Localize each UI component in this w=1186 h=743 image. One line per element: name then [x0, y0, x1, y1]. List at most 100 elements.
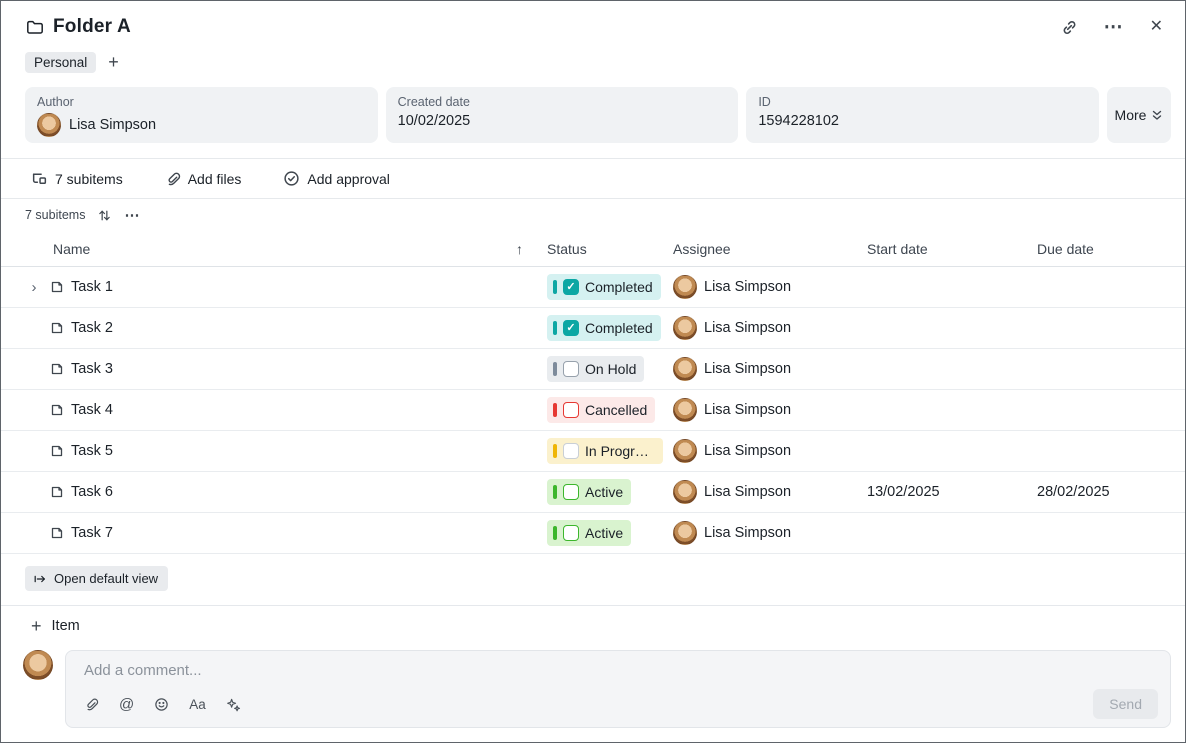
- attach-file-icon[interactable]: [82, 695, 101, 714]
- status-color-bar: [553, 485, 557, 499]
- column-name[interactable]: Name: [53, 240, 91, 257]
- table-row[interactable]: › Task 4 Cancelled Lisa Simpson: [1, 390, 1185, 431]
- status-checkbox[interactable]: [563, 443, 579, 459]
- status-color-bar: [553, 280, 557, 294]
- status-chip[interactable]: In Progre…: [547, 438, 663, 464]
- open-default-view-button[interactable]: Open default view: [25, 566, 169, 591]
- comment-input[interactable]: [82, 661, 1158, 680]
- subitems-button[interactable]: 7 subitems: [25, 169, 129, 188]
- status-color-bar: [553, 403, 557, 417]
- expand-chevron-icon[interactable]: ›: [31, 278, 37, 296]
- status-checkbox[interactable]: [563, 484, 579, 500]
- table-row[interactable]: › Task 5 In Progre… Lisa Simpson: [1, 431, 1185, 472]
- tag-personal[interactable]: Personal: [25, 51, 97, 73]
- add-approval-button[interactable]: Add approval: [277, 169, 396, 188]
- created-date-label: Created date: [397, 95, 470, 109]
- subitems-mini-count: 7 subitems: [25, 208, 86, 222]
- status-checkbox[interactable]: [563, 361, 579, 377]
- subitems-icon: [32, 173, 47, 185]
- more-fields-label: More: [1114, 107, 1147, 123]
- status-color-bar: [553, 444, 557, 458]
- approval-check-icon: [284, 171, 300, 186]
- add-item-plus-icon: +: [31, 616, 42, 636]
- id-field[interactable]: ID 1594228102: [746, 87, 1099, 143]
- comment-section: @ Aa Send: [1, 646, 1185, 728]
- add-files-label: Add files: [187, 170, 242, 187]
- emoji-icon[interactable]: [152, 695, 171, 714]
- column-due-date[interactable]: Due date: [1037, 240, 1094, 257]
- start-date-cell[interactable]: 13/02/2025: [867, 484, 940, 500]
- table-row[interactable]: › Task 2 Completed Lisa Simpson: [1, 308, 1185, 349]
- author-value: Lisa Simpson: [69, 117, 157, 133]
- mention-icon[interactable]: @: [119, 695, 135, 713]
- assignee-name[interactable]: Lisa Simpson: [704, 361, 792, 377]
- task-icon: [49, 279, 65, 295]
- status-checkbox[interactable]: [563, 525, 579, 541]
- status-chip[interactable]: Cancelled: [547, 397, 656, 423]
- ai-sparkle-icon[interactable]: [224, 695, 243, 714]
- close-icon[interactable]: ✕: [1149, 18, 1163, 35]
- more-fields-button[interactable]: More: [1106, 87, 1171, 143]
- task-name[interactable]: Task 4: [71, 402, 113, 418]
- assignee-name[interactable]: Lisa Simpson: [704, 443, 792, 459]
- due-date-cell[interactable]: 28/02/2025: [1037, 484, 1110, 500]
- add-approval-label: Add approval: [307, 170, 390, 187]
- table-row[interactable]: › Task 3 On Hold Lisa Simpson: [1, 349, 1185, 390]
- task-name[interactable]: Task 6: [71, 484, 113, 500]
- assignee-name[interactable]: Lisa Simpson: [704, 402, 792, 418]
- task-name[interactable]: Task 5: [71, 443, 113, 459]
- task-name[interactable]: Task 3: [71, 361, 113, 377]
- column-start-date[interactable]: Start date: [867, 240, 928, 257]
- table-row[interactable]: › Task 6 Active Lisa Simpson 13: [1, 472, 1185, 513]
- task-name[interactable]: Task 1: [71, 279, 113, 295]
- column-assignee[interactable]: Assignee: [673, 240, 731, 257]
- status-chip[interactable]: Active: [547, 479, 632, 505]
- current-user-avatar: [23, 650, 53, 680]
- more-menu-icon[interactable]: ⋯: [1103, 16, 1124, 38]
- assignee-avatar: [673, 398, 697, 422]
- assignee-name[interactable]: Lisa Simpson: [704, 320, 792, 336]
- column-status[interactable]: Status: [547, 240, 587, 257]
- sort-asc-icon[interactable]: ↑: [516, 240, 523, 257]
- subitems-toolbar: 7 subitems Add files Add approval: [1, 158, 1185, 199]
- add-item-row[interactable]: + Item: [1, 606, 1185, 646]
- text-format-icon[interactable]: Aa: [189, 696, 206, 712]
- status-chip[interactable]: On Hold: [547, 356, 645, 382]
- subitems-options-icon[interactable]: ⋯: [124, 206, 141, 224]
- subitems-count-label: 7 subitems: [55, 170, 123, 187]
- assignee-name[interactable]: Lisa Simpson: [704, 525, 792, 541]
- status-checkbox[interactable]: [563, 320, 579, 336]
- table-row[interactable]: › Task 1 Completed Lisa Simpson: [1, 267, 1185, 308]
- status-chip[interactable]: Completed: [547, 274, 661, 300]
- sort-icon[interactable]: [97, 208, 112, 223]
- add-files-button[interactable]: Add files: [159, 170, 248, 188]
- add-tag-icon[interactable]: +: [108, 52, 119, 72]
- table-row[interactable]: › Task 7 Active Lisa Simpson: [1, 513, 1185, 554]
- comment-toolbar: @ Aa Send: [82, 689, 1158, 719]
- tag-row: Personal +: [1, 41, 1185, 73]
- status-label: Cancelled: [585, 402, 648, 418]
- double-chevron-down-icon: [1151, 109, 1163, 122]
- assignee-avatar: [673, 316, 697, 340]
- status-color-bar: [553, 526, 557, 540]
- task-name[interactable]: Task 7: [71, 525, 113, 541]
- page-title: Folder A: [53, 16, 131, 37]
- author-field[interactable]: Author Lisa Simpson: [25, 87, 378, 143]
- task-name[interactable]: Task 2: [71, 320, 113, 336]
- send-button[interactable]: Send: [1093, 689, 1158, 719]
- assignee-name[interactable]: Lisa Simpson: [704, 279, 792, 295]
- assignee-name[interactable]: Lisa Simpson: [704, 484, 792, 500]
- created-date-value: 10/02/2025: [397, 113, 471, 129]
- status-checkbox[interactable]: [563, 402, 579, 418]
- task-icon: [49, 320, 65, 336]
- author-label: Author: [37, 95, 74, 109]
- comment-box[interactable]: @ Aa Send: [65, 650, 1171, 728]
- status-checkbox[interactable]: [563, 279, 579, 295]
- status-chip[interactable]: Active: [547, 520, 632, 546]
- permalink-icon[interactable]: [1059, 17, 1080, 38]
- status-label: In Progre…: [585, 443, 655, 459]
- open-default-view-row: Open default view: [1, 554, 1185, 606]
- status-chip[interactable]: Completed: [547, 315, 661, 341]
- assignee-avatar: [673, 521, 697, 545]
- created-date-field[interactable]: Created date 10/02/2025: [385, 87, 739, 143]
